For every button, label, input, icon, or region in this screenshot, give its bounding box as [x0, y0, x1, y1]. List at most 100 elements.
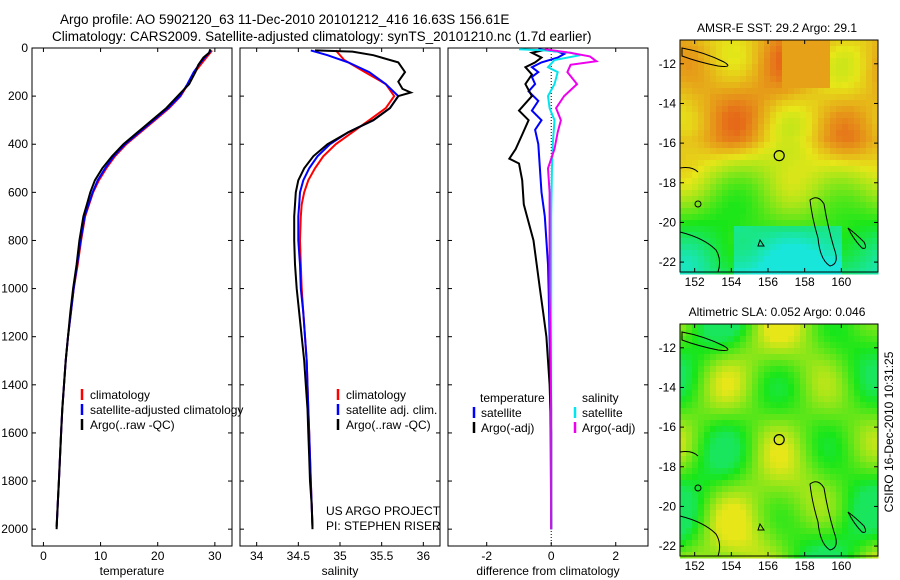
figure-title-line-2: Climatology: CARS2009. Satellite-adjuste… — [52, 29, 592, 44]
small-island — [757, 522, 765, 531]
map-title: AMSR-E SST: 29.2 Argo: 29.1 — [697, 21, 857, 35]
x-tick-label: 158 — [795, 275, 815, 289]
small-island — [694, 484, 702, 492]
y-tick-label: -16 — [659, 420, 677, 434]
series-line-climatology — [298, 49, 396, 527]
y-tick-label: -14 — [659, 380, 677, 394]
y-tick-label: -16 — [659, 136, 677, 150]
x-tick-label: 0 — [548, 549, 555, 563]
coastline — [681, 47, 729, 67]
map-frame — [679, 39, 879, 273]
map-frame — [679, 323, 879, 557]
legend-entry: Argo(-adj) — [481, 421, 534, 435]
x-tick-label: 10 — [94, 549, 108, 563]
y-tick-label: -20 — [659, 215, 677, 229]
y-tick-label: 400 — [8, 137, 28, 151]
legend-entry: satellite-adjusted climatology — [90, 403, 243, 417]
y-tick-label: 1800 — [1, 474, 28, 488]
x-tick-label: -2 — [481, 549, 492, 563]
legend-entry: climatology — [90, 388, 150, 402]
coastline — [809, 481, 837, 551]
x-tick-label: 158 — [795, 559, 815, 573]
x-tick-label: 35 — [333, 549, 347, 563]
plot-frame — [239, 47, 441, 547]
y-tick-label: 1400 — [1, 378, 28, 392]
series-line-temperature-satellite — [527, 48, 567, 530]
legend-title-salinity: salinity — [582, 391, 619, 405]
series-line-argo-raw-qc- — [293, 49, 414, 530]
y-tick-label: -12 — [659, 57, 677, 71]
x-tick-label: 34.5 — [287, 549, 311, 563]
x-tick-label: 35.5 — [370, 549, 394, 563]
legend-entry: satellite adj. clim. — [346, 403, 437, 417]
series-line-temperature-argo-adj- — [507, 48, 553, 530]
panel-temperature: 0 200 400 600 800 1000 1200 1400 1600 1800 2000 0 10… — [1, 41, 243, 578]
legend-entry: climatology — [346, 388, 406, 402]
y-tick-label: 800 — [8, 233, 28, 247]
coastline — [679, 451, 699, 457]
figure-title-line-1: Argo profile: AO 5902120_63 11-Dec-2010 … — [60, 12, 510, 27]
x-tick-label: 34 — [250, 549, 264, 563]
legend-entry: Argo(..raw -QC) — [90, 418, 175, 432]
x-tick-label: 160 — [831, 275, 851, 289]
legend-entry: satellite — [481, 406, 522, 420]
plot-frame — [447, 47, 649, 547]
legend-entry: Argo(-adj) — [582, 421, 635, 435]
y-tick-label: 200 — [8, 89, 28, 103]
y-tick-label: -18 — [659, 460, 677, 474]
legend-title-temperature: temperature — [480, 391, 545, 405]
x-tick-label: 20 — [151, 549, 165, 563]
coastline — [847, 511, 867, 533]
small-island — [757, 238, 765, 247]
panel-salinity: 34 34.5 35 35.5 36 salinity climatologysatelli… — [239, 47, 441, 578]
series-line-satellite-adj-clim- — [297, 49, 400, 527]
y-tick-label: -22 — [659, 255, 677, 269]
y-tick-label: 2000 — [1, 522, 28, 536]
y-tick-label: -12 — [659, 341, 677, 355]
map-title: Altimetric SLA: 0.052 Argo: 0.046 — [689, 305, 866, 319]
coastline — [679, 515, 721, 557]
x-axis-label: salinity — [322, 564, 359, 578]
x-tick-label: 152 — [685, 559, 705, 573]
map-sst_map: AMSR-E SST: 29.2 Argo: 29.1 152 154 156 158 1… — [659, 21, 879, 289]
series-line-climatology — [55, 49, 213, 527]
series-line-argo-raw-qc- — [55, 48, 212, 530]
y-tick-label: -14 — [659, 96, 677, 110]
argo-float-marker — [773, 150, 785, 162]
heatmap-cells — [680, 40, 879, 275]
coastline — [809, 197, 837, 267]
argo-float-marker — [773, 434, 785, 446]
y-tick-label: 1200 — [1, 330, 28, 344]
pi-annotation: PI: STEPHEN RISER — [326, 519, 441, 533]
series-line-salinity-argo-adj- — [544, 48, 599, 530]
x-tick-label: 36 — [417, 549, 431, 563]
y-tick-label: 600 — [8, 185, 28, 199]
coastline — [681, 331, 729, 351]
x-tick-label: 156 — [758, 275, 778, 289]
heatmap-cells — [680, 324, 879, 559]
map-sla_map: Altimetric SLA: 0.052 Argo: 0.046 152 154 1… — [659, 305, 879, 573]
x-tick-label: 0 — [40, 549, 47, 563]
x-tick-label: 156 — [758, 559, 778, 573]
x-axis-label: temperature — [100, 564, 165, 578]
y-tick-label: -18 — [659, 176, 677, 190]
small-island — [694, 200, 702, 208]
x-tick-label: 154 — [721, 559, 741, 573]
x-tick-label: 154 — [721, 275, 741, 289]
legend-entry: satellite — [582, 406, 623, 420]
legend-entry: Argo(..raw -QC) — [346, 418, 431, 432]
x-tick-label: 152 — [685, 275, 705, 289]
y-tick-label: -20 — [659, 499, 677, 513]
timestamp-side-label: CSIRO 16-Dec-2010 10:31:25 — [882, 351, 896, 512]
y-tick-label: 0 — [21, 41, 28, 55]
series-line-satellite-adjusted-climatology — [55, 49, 212, 527]
y-tick-label: 1600 — [1, 426, 28, 440]
plot-frame — [31, 47, 233, 547]
x-axis-label: difference from climatology — [476, 564, 619, 578]
x-tick-label: 30 — [208, 549, 222, 563]
x-tick-label: 2 — [612, 549, 619, 563]
coastline — [679, 231, 721, 273]
coastline — [847, 227, 867, 249]
y-tick-label: 1000 — [1, 282, 28, 296]
